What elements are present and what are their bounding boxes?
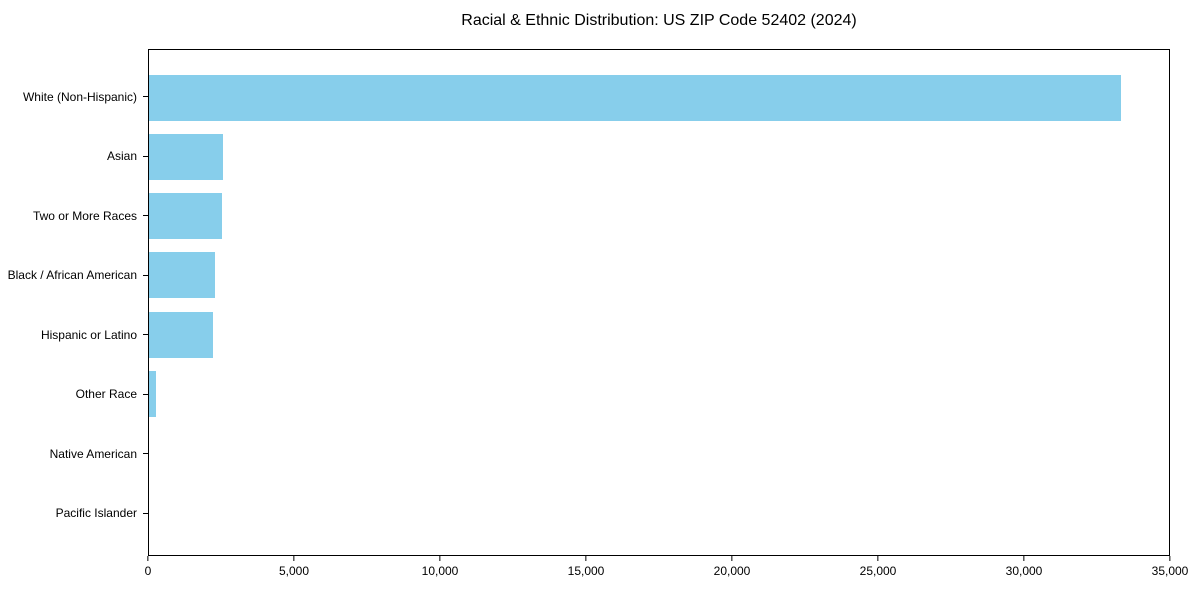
y-axis-label: Other Race	[75, 387, 137, 402]
x-tick-mark	[731, 556, 733, 561]
y-tick-mark	[143, 512, 148, 514]
x-tick-mark	[1169, 556, 1171, 561]
y-tick-mark	[143, 453, 148, 455]
bar	[149, 193, 222, 240]
x-tick-label: 25,000	[859, 564, 897, 578]
x-tick-label: 35,000	[1151, 564, 1189, 578]
y-tick-mark	[143, 155, 148, 157]
bar	[149, 370, 157, 417]
y-axis: White (Non-Hispanic) Asian Two or More Rac…	[0, 49, 148, 556]
bar-row	[149, 483, 1169, 542]
x-tick-mark	[585, 556, 587, 561]
y-axis-label: White (Non-Hispanic)	[22, 89, 137, 104]
plot-area	[148, 49, 1170, 556]
y-tick-mark	[143, 393, 148, 395]
y-axis-label: Pacific Islander	[55, 506, 137, 521]
y-tick-mark	[143, 334, 148, 336]
x-tick-mark	[439, 556, 441, 561]
y-label-row: Black / African American	[0, 246, 148, 306]
x-tick-label: 0	[144, 564, 152, 578]
y-label-row: Pacific Islander	[0, 484, 148, 544]
y-label-row: Two or More Races	[0, 186, 148, 246]
x-tick-mark	[1023, 556, 1025, 561]
bar	[149, 74, 1121, 121]
bar	[149, 133, 224, 180]
x-tick-label: 20,000	[713, 564, 751, 578]
y-axis-label: Native American	[49, 446, 137, 461]
x-tick-label: 30,000	[1005, 564, 1043, 578]
y-axis-label: Two or More Races	[32, 208, 137, 223]
bar-row	[149, 127, 1169, 186]
y-label-row: Native American	[0, 424, 148, 484]
bar-row	[149, 246, 1169, 305]
x-axis: 0 5,000 10,000 15,000 20,000 25,000 30,000 35,0…	[144, 556, 1188, 590]
bar-row	[149, 424, 1169, 483]
bar-row	[149, 187, 1169, 246]
y-axis-label: Black / African American	[7, 268, 137, 283]
y-tick-mark	[143, 215, 148, 217]
x-tick-mark	[293, 556, 295, 561]
y-tick-mark	[143, 274, 148, 276]
x-tick-mark	[877, 556, 879, 561]
y-axis-label: Hispanic or Latino	[40, 327, 137, 342]
x-tick-label: 10,000	[421, 564, 459, 578]
y-tick-mark	[143, 96, 148, 98]
y-label-row: Other Race	[0, 365, 148, 425]
bar-row	[149, 68, 1169, 127]
y-axis-label: Asian	[106, 149, 137, 164]
chart-title: Racial & Ethnic Distribution: US ZIP Cod…	[461, 12, 857, 29]
x-tick-mark	[147, 556, 149, 561]
x-tick-label: 5,000	[278, 564, 310, 578]
bar	[149, 311, 214, 358]
y-label-row: Hispanic or Latino	[0, 305, 148, 365]
bar-row	[149, 305, 1169, 364]
bar-row	[149, 364, 1169, 423]
x-tick-label: 15,000	[567, 564, 605, 578]
y-label-row: White (Non-Hispanic)	[0, 67, 148, 127]
y-label-row: Asian	[0, 127, 148, 187]
bar	[149, 252, 215, 299]
